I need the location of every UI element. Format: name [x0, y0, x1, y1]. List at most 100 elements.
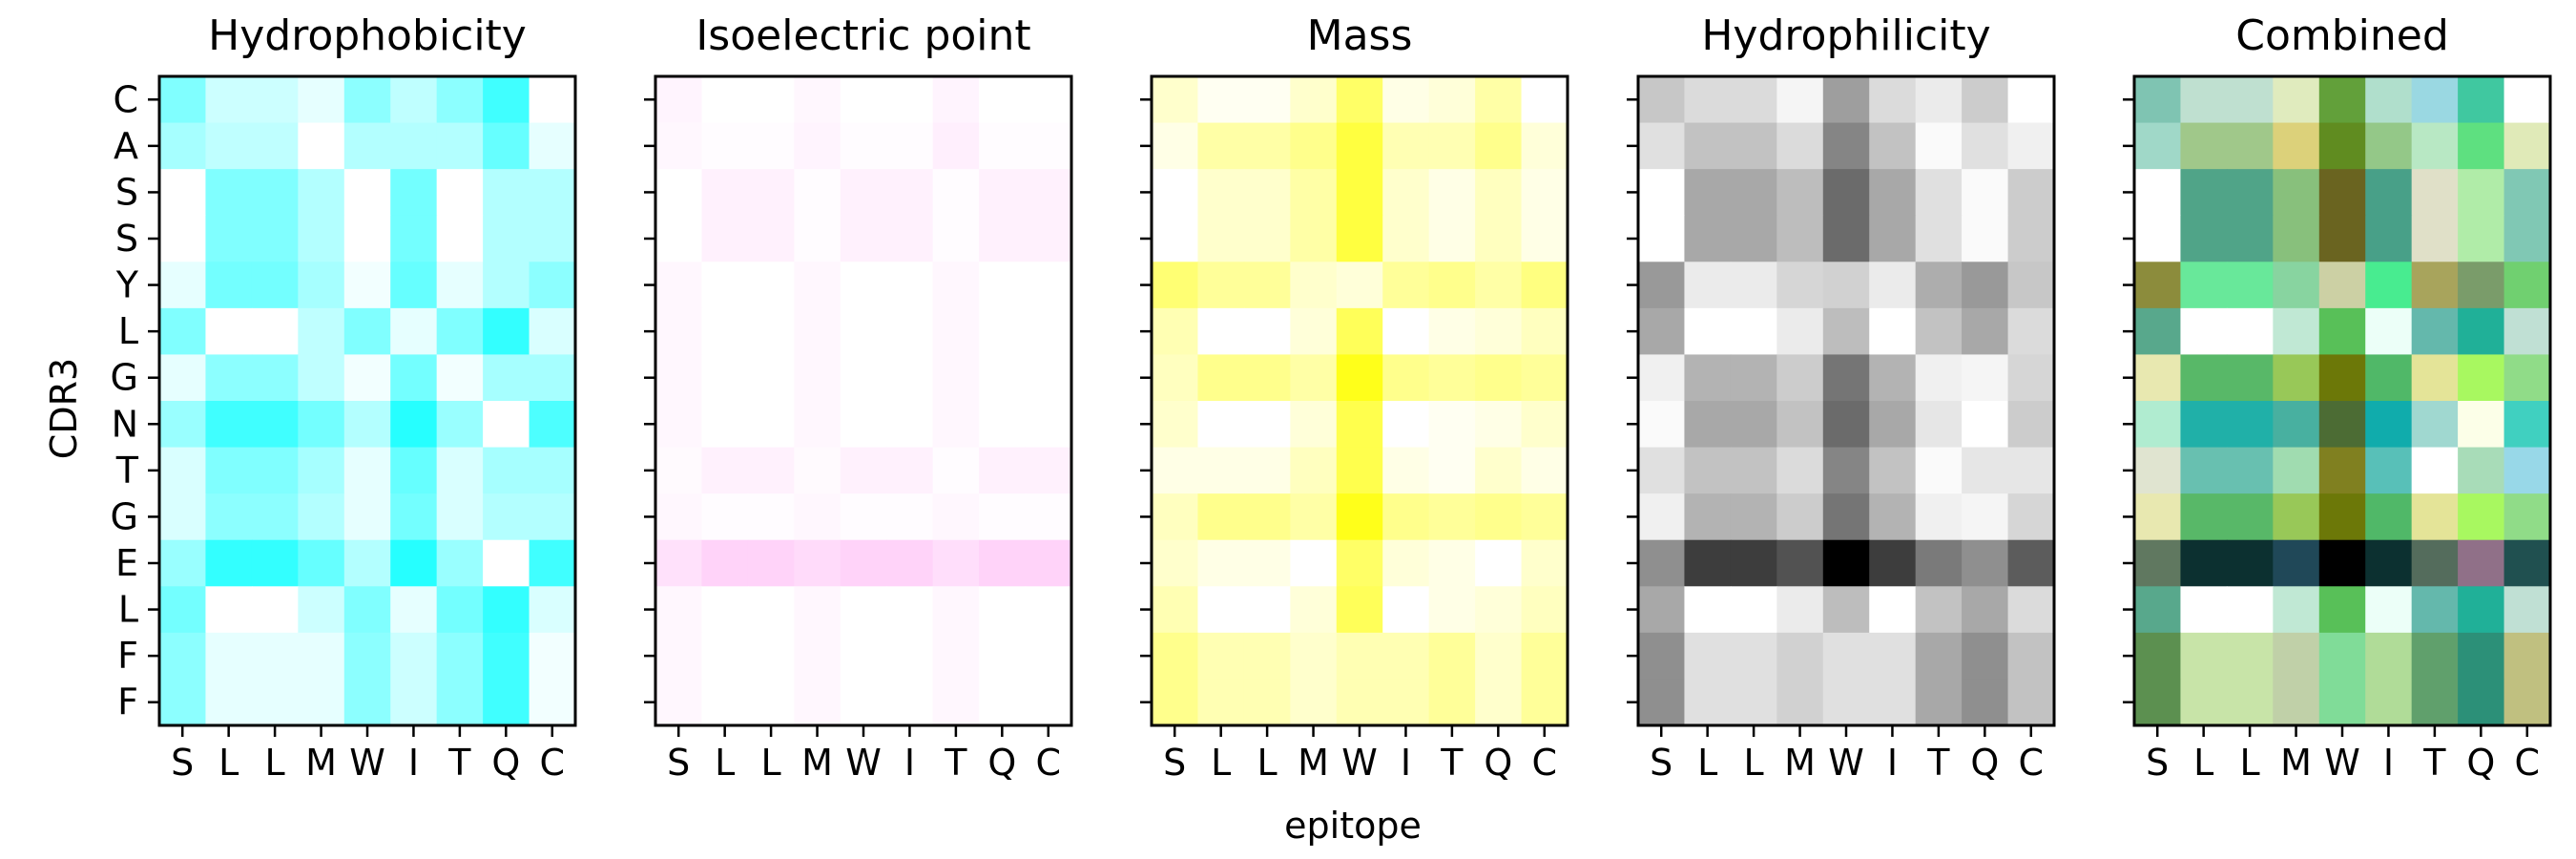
heatmap-cell — [159, 307, 207, 356]
x-tick-label: T — [447, 742, 471, 784]
heatmap-cell — [1776, 447, 1824, 494]
heatmap-cell — [2273, 539, 2320, 587]
heatmap-cell — [701, 122, 749, 170]
x-tick-label: L — [2193, 742, 2213, 784]
heatmap-cell — [2458, 632, 2505, 681]
heatmap-cell — [1428, 632, 1476, 681]
heatmap-cell — [2365, 447, 2413, 494]
heatmap-cell — [2458, 262, 2505, 309]
heatmap-cell — [1290, 586, 1338, 634]
heatmap-cell — [1382, 586, 1430, 634]
heatmap-cell — [205, 632, 253, 681]
heatmap-cell — [701, 307, 749, 356]
heatmap-cell — [2273, 679, 2320, 726]
heatmap-cell — [2503, 539, 2551, 587]
heatmap-cell — [701, 632, 749, 681]
heatmap-cell — [1915, 401, 1963, 449]
heatmap-cell — [2365, 307, 2413, 356]
heatmap-cell — [529, 215, 576, 262]
heatmap-cell — [1197, 401, 1245, 449]
heatmap-cell — [747, 493, 795, 541]
heatmap-cell — [529, 307, 576, 356]
heatmap-cell — [251, 493, 299, 541]
heatmap-cell — [1521, 632, 1568, 681]
heatmap-cell — [2458, 447, 2505, 494]
heatmap-cell — [1869, 401, 1917, 449]
heatmap-cell — [1152, 76, 1199, 124]
heatmap-cell — [1521, 539, 1568, 587]
heatmap-cell — [159, 215, 207, 262]
heatmap-cell — [2318, 679, 2366, 726]
heatmap-cell — [298, 169, 345, 217]
heatmap-cell — [747, 307, 795, 356]
heatmap-cell — [2458, 215, 2505, 262]
heatmap-cell — [1290, 122, 1338, 170]
heatmap-cell — [1197, 307, 1245, 356]
heatmap-cell — [2411, 679, 2459, 726]
heatmap-cell — [886, 262, 934, 309]
x-tick-label: M — [2280, 742, 2312, 784]
y-tick-label: L — [118, 310, 138, 352]
heatmap-cell — [1869, 169, 1917, 217]
heatmap-cell — [483, 307, 530, 356]
heatmap-cell — [1962, 539, 2009, 587]
y-axis-label: CDR3 — [43, 358, 85, 459]
heatmap-cell — [886, 354, 934, 402]
heatmap-cell — [1684, 122, 1732, 170]
heatmap-cell — [2365, 354, 2413, 402]
heatmap-cell — [655, 307, 703, 356]
heatmap-cell — [1638, 632, 1686, 681]
heatmap-cell — [1290, 262, 1338, 309]
heatmap-cell — [1475, 539, 1523, 587]
heatmap-cell — [483, 679, 530, 726]
heatmap-cell — [1290, 493, 1338, 541]
heatmap-cell — [1822, 169, 1870, 217]
heatmap-cell — [2007, 76, 2055, 124]
heatmap-cell — [1475, 493, 1523, 541]
heatmap-cell — [436, 76, 484, 124]
heatmap-cell — [1869, 76, 1917, 124]
heatmap-cell — [979, 679, 1027, 726]
heatmap-cell — [251, 262, 299, 309]
heatmap-cell — [794, 169, 841, 217]
heatmap-cell — [2318, 539, 2366, 587]
heatmap-cell — [1869, 307, 1917, 356]
heatmap-cell — [932, 539, 980, 587]
heatmap-cell — [840, 307, 887, 356]
heatmap-cell — [2007, 679, 2055, 726]
heatmap-cell — [1336, 122, 1383, 170]
heatmap-cell — [1025, 679, 1072, 726]
x-tick-label: I — [408, 742, 419, 784]
heatmap-cell — [2273, 401, 2320, 449]
heatmap-cell — [1638, 262, 1686, 309]
heatmap-cell — [701, 401, 749, 449]
heatmap-cell — [1869, 539, 1917, 587]
heatmap-cell — [343, 307, 391, 356]
heatmap-cell — [1382, 632, 1430, 681]
heatmap-cell — [1243, 169, 1291, 217]
heatmap-cell — [886, 539, 934, 587]
heatmap-cell — [1475, 354, 1523, 402]
heatmap-cell — [979, 169, 1027, 217]
heatmap-cell — [886, 586, 934, 634]
heatmap-cell — [747, 539, 795, 587]
heatmap-cell — [701, 354, 749, 402]
heatmap-cell — [747, 632, 795, 681]
heatmap-cell — [1638, 586, 1686, 634]
heatmap-cell — [1915, 169, 1963, 217]
heatmap-cell — [979, 539, 1027, 587]
heatmap-cell — [1197, 122, 1245, 170]
heatmap-cell — [2503, 169, 2551, 217]
x-tick-label: M — [1298, 742, 1329, 784]
heatmap-cell — [159, 493, 207, 541]
heatmap-cell — [1025, 122, 1072, 170]
heatmap-cell — [2458, 679, 2505, 726]
heatmap-cell — [2007, 122, 2055, 170]
heatmap-cell — [390, 169, 438, 217]
heatmap-cell — [343, 401, 391, 449]
heatmap-cell — [159, 539, 207, 587]
heatmap-cell — [932, 307, 980, 356]
heatmap-cell — [2318, 354, 2366, 402]
heatmap-cell — [2411, 354, 2459, 402]
heatmap-cell — [1025, 586, 1072, 634]
